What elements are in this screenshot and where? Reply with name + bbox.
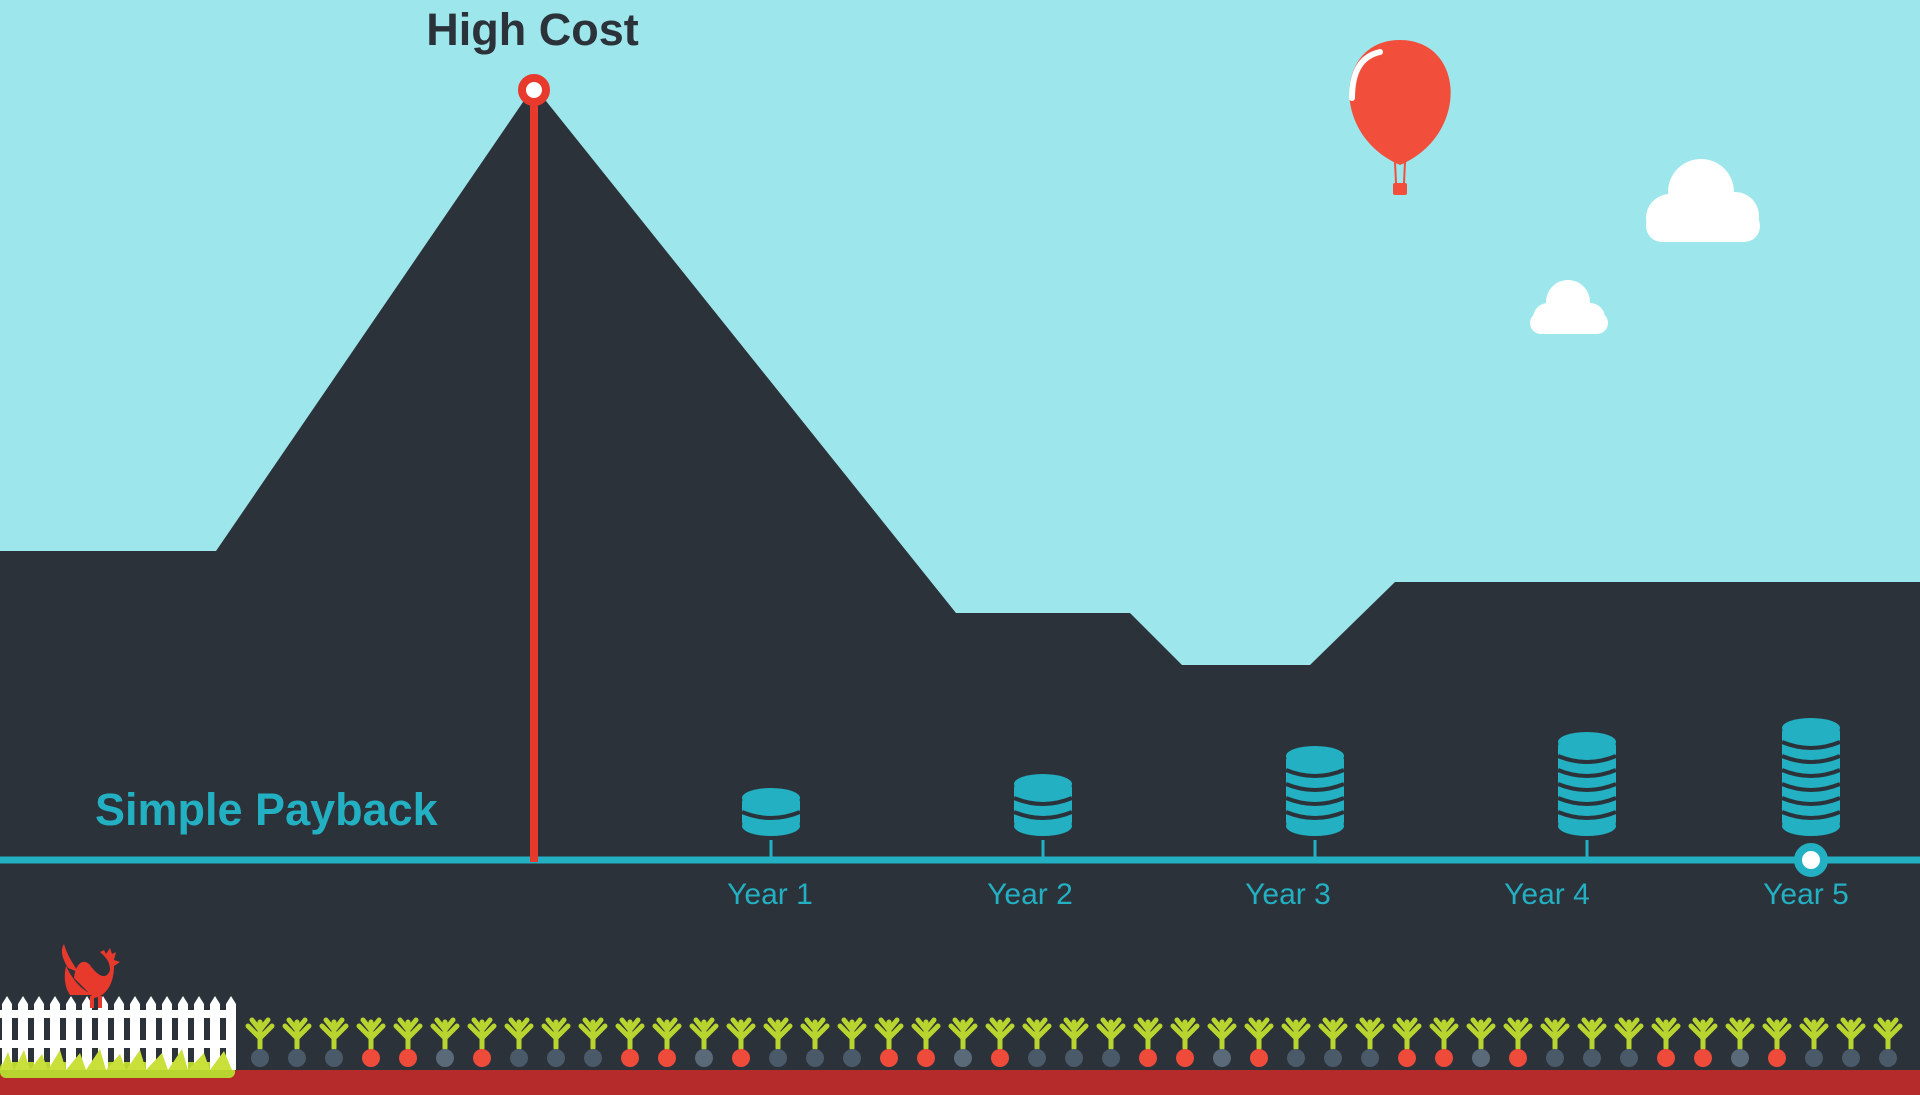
radish-icon <box>1540 1017 1570 1067</box>
radish-icon <box>1244 1017 1274 1067</box>
radish-icon <box>1836 1017 1866 1067</box>
simple-payback-label: Simple Payback <box>95 784 438 835</box>
radish-icon <box>1059 1017 1089 1067</box>
fence-picket <box>18 996 28 1070</box>
year-3-label: Year 3 <box>1245 878 1331 911</box>
radish-icon <box>985 1017 1015 1067</box>
radish-icon <box>837 1017 867 1067</box>
radish-icon <box>874 1017 904 1067</box>
rooster-icon <box>61 944 120 1008</box>
hot-air-balloon-icon <box>1349 40 1451 195</box>
radish-icon <box>1318 1017 1348 1067</box>
coin-stack-icon <box>1557 732 1617 836</box>
radish-icon <box>541 1017 571 1067</box>
radish-icon <box>800 1017 830 1067</box>
radish-icon <box>1651 1017 1681 1067</box>
coin-stacks <box>741 718 1841 836</box>
radish-icon <box>1133 1017 1163 1067</box>
radish-icon <box>615 1017 645 1067</box>
radish-icon <box>1170 1017 1200 1067</box>
radish-icon <box>578 1017 608 1067</box>
radish-icon <box>948 1017 978 1067</box>
fence-picket <box>82 996 92 1070</box>
radish-row <box>245 1017 1903 1067</box>
radish-icon <box>1466 1017 1496 1067</box>
cloud-icon <box>1530 280 1608 334</box>
radish-icon <box>467 1017 497 1067</box>
year-4-label: Year 4 <box>1504 878 1590 911</box>
radish-icon <box>1207 1017 1237 1067</box>
radish-icon <box>1429 1017 1459 1067</box>
fence-picket <box>50 996 60 1070</box>
fence-picket <box>194 996 204 1070</box>
fence-picket <box>34 996 44 1070</box>
soil-strip <box>0 1070 1920 1095</box>
high-cost-label: High Cost <box>426 4 639 55</box>
cloud-icon <box>1646 159 1760 242</box>
radish-icon <box>1022 1017 1052 1067</box>
fence-picket <box>114 996 124 1070</box>
radish-icon <box>319 1017 349 1067</box>
radish-icon <box>911 1017 941 1067</box>
radish-icon <box>1688 1017 1718 1067</box>
radish-icon <box>504 1017 534 1067</box>
fence-picket <box>162 996 172 1070</box>
radish-icon <box>1614 1017 1644 1067</box>
radish-icon <box>726 1017 756 1067</box>
fence-picket <box>226 996 236 1070</box>
radish-icon <box>1577 1017 1607 1067</box>
radish-icon <box>245 1017 275 1067</box>
coin-stack-icon <box>1285 746 1345 836</box>
radish-icon <box>1503 1017 1533 1067</box>
radish-icon <box>282 1017 312 1067</box>
radish-icon <box>689 1017 719 1067</box>
year-ticks <box>769 840 1589 858</box>
radish-icon <box>1799 1017 1829 1067</box>
fence-picket <box>2 996 12 1070</box>
radish-icon <box>1725 1017 1755 1067</box>
year-5-label: Year 5 <box>1763 878 1849 911</box>
radish-icon <box>763 1017 793 1067</box>
radish-icon <box>356 1017 386 1067</box>
coin-stack-icon <box>1781 718 1841 836</box>
coin-stack-icon <box>1013 774 1073 836</box>
fence-picket <box>146 996 156 1070</box>
radish-icon <box>1281 1017 1311 1067</box>
cost-mountain <box>0 86 1920 1095</box>
radish-icon <box>652 1017 682 1067</box>
radish-icon <box>1762 1017 1792 1067</box>
radish-icon <box>1873 1017 1903 1067</box>
radish-icon <box>1096 1017 1126 1067</box>
radish-icon <box>430 1017 460 1067</box>
fence-picket <box>210 996 220 1070</box>
year-1-label: Year 1 <box>727 878 813 911</box>
picket-fence-icon <box>0 996 236 1078</box>
high-cost-marker <box>518 74 550 106</box>
fence-picket <box>66 996 76 1070</box>
year-2-label: Year 2 <box>987 878 1073 911</box>
coin-stack-icon <box>741 788 801 836</box>
radish-icon <box>393 1017 423 1067</box>
fence-picket <box>130 996 140 1070</box>
radish-icon <box>1355 1017 1385 1067</box>
radish-icon <box>1392 1017 1422 1067</box>
year-5-marker <box>1794 843 1828 877</box>
